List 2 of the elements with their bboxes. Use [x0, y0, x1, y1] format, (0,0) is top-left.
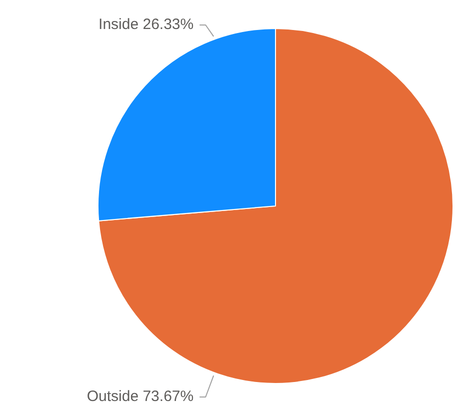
slice-label: Inside 26.33%: [98, 16, 194, 34]
slice-label: Outside 73.67%: [86, 388, 194, 406]
